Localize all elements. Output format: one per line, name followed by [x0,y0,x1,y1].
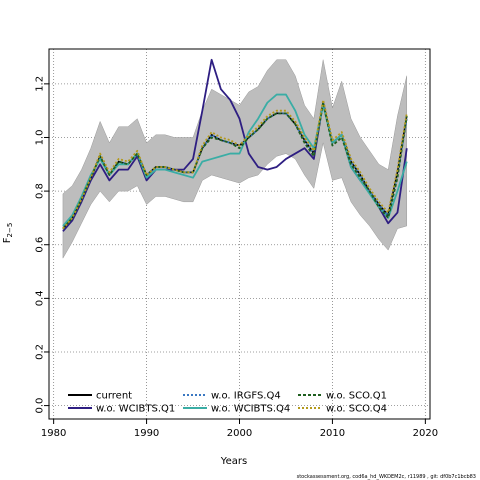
legend-label-w-o-sco-q1: w.o. SCO.Q1 [326,391,387,402]
y-tick-label-4: 0.8 [35,183,46,199]
legend-label-w-o-wcibts-q4: w.o. WCIBTS.Q4 [211,404,290,415]
series-lines [62,58,408,232]
y-axis: 0.0 0.2 0.4 0.6 0.8 1.0 1.2 [35,76,49,414]
x-tick-label-0: 1980 [41,428,66,439]
y-axis-title-sub: 2−5 [6,223,14,238]
x-tick-label-3: 2010 [320,428,345,439]
footer-text: stockassessment.org, cod6a_hd_WKDEM2c, r… [297,474,476,480]
legend-label-w-o-sco-q4: w.o. SCO.Q4 [326,404,387,415]
x-tick-label-2: 2000 [227,428,252,439]
y-tick-label-6: 1.2 [35,76,46,92]
plot-frame [48,48,431,420]
y-tick-label-3: 0.6 [35,237,46,253]
x-tick-label-4: 2020 [413,428,438,439]
legend-label-w-o-irgfs-q4: w.o. IRGFS.Q4 [211,391,281,402]
y-tick-label-1: 0.2 [35,344,46,360]
legend: current w.o. WCIBTS.Q1 w.o. IRGFS.Q4 w.o. W… [68,391,387,415]
x-tick-label-1: 1990 [134,428,159,439]
confidence-band [62,59,408,260]
y-tick-label-5: 1.0 [35,130,46,146]
legend-label-current: current [96,391,132,402]
legend-label-w-o-wcibts-q1: w.o. WCIBTS.Q1 [96,404,175,415]
x-axis-title: Years [220,456,247,467]
y-tick-label-0: 0.0 [35,398,46,414]
y-axis-title-main: F [2,237,13,243]
y-tick-label-2: 0.4 [35,290,46,306]
series-line-w-o-sco-q1 [62,101,408,230]
grid-lines [49,49,430,419]
x-axis: 1980 1990 2000 2010 2020 [41,419,438,439]
series-line-w-o-sco-q4 [62,99,408,230]
series-line-w-o-wcibts-q4 [62,93,408,227]
y-axis-title: F2−5 [2,223,14,244]
